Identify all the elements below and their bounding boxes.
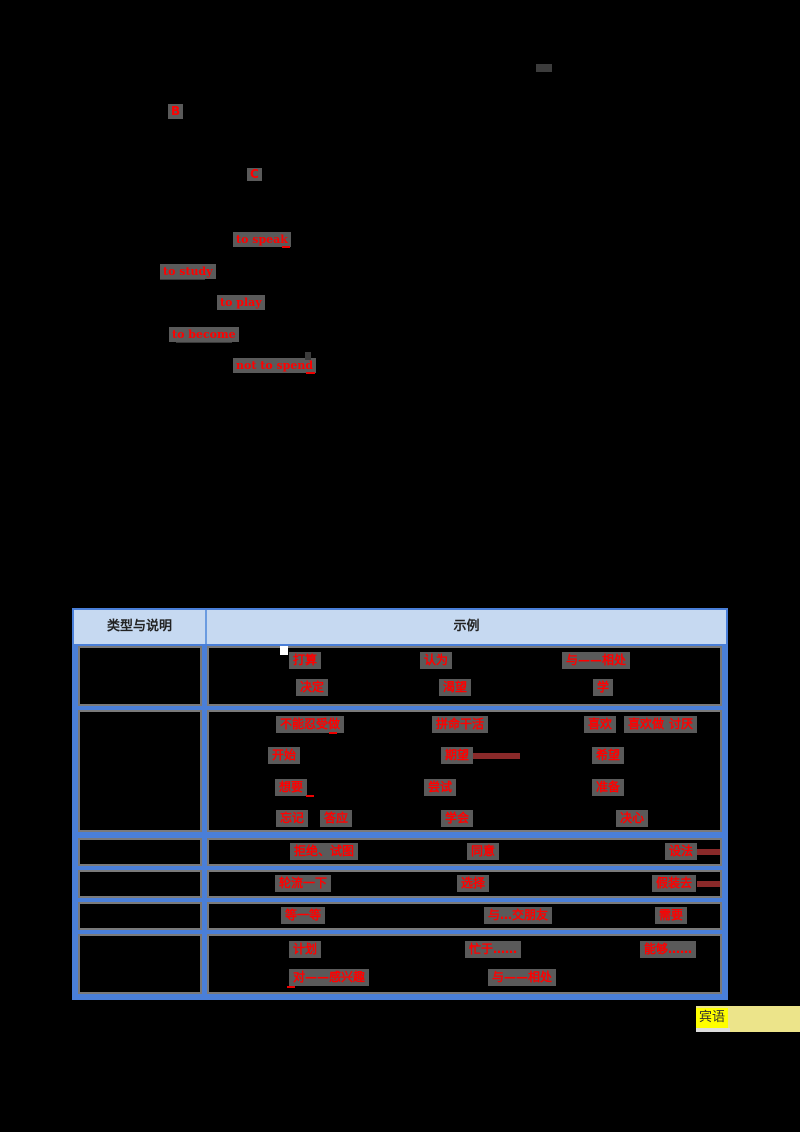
row-4-type-cell [78, 870, 202, 898]
row-3-examples-cell [207, 838, 722, 866]
example-item: 想要 [275, 779, 308, 796]
example-item: 期望 [441, 747, 474, 764]
example-item: 希望 [592, 747, 625, 764]
example-item: 准备 [592, 779, 625, 796]
example-item: 对——感兴趣 [289, 969, 370, 986]
example-item: 与——相处 [488, 969, 557, 986]
table-header [74, 610, 726, 644]
example-item: 打算 [289, 652, 322, 669]
phrase-underline [160, 279, 205, 280]
row-1-examples-cell [207, 646, 722, 706]
header-type: 类型与说明 [106, 619, 172, 634]
example-item: 需要 [655, 907, 688, 924]
phrase-to-become: to become [169, 327, 239, 342]
example-mark [287, 986, 295, 988]
example-item: 假装去 [652, 875, 697, 892]
example-bar [697, 881, 720, 887]
example-item: 拼命干活 [432, 716, 489, 733]
cursor-marker [280, 646, 288, 655]
example-item: 忘记 [276, 810, 309, 827]
phrase-to-study: to study [160, 264, 216, 279]
mark-b: B [168, 104, 184, 119]
example-item: 计划 [289, 941, 322, 958]
example-item: 能够…… [640, 941, 697, 958]
row-6-type-cell [78, 934, 202, 994]
mark-c: C [247, 168, 262, 181]
example-item: 决定 [296, 679, 329, 696]
example-item: 学 [593, 679, 614, 696]
example-item: 设法 [665, 843, 698, 860]
example-item: 渴望 [439, 679, 472, 696]
example-item: 与…交朋友 [484, 907, 553, 924]
example-item: 忙于…… [465, 941, 522, 958]
phrase-underline-mark [306, 372, 315, 374]
phrase-to-speak: to speak [233, 232, 291, 247]
row-1-type-cell [78, 646, 202, 706]
phrase-not-to-spend: not to spend [233, 358, 317, 373]
object-tag-underline [696, 1028, 730, 1032]
example-item: 不能忍受做 [276, 716, 345, 733]
row-5-type-cell [78, 902, 202, 930]
example-item: 喜欢做 [624, 716, 669, 733]
example-item: 与——相处 [562, 652, 631, 669]
example-item: 等一等 [281, 907, 326, 924]
header-examples: 示例 [453, 619, 480, 634]
example-item: 轮流一下 [275, 875, 332, 892]
phrase-underline [176, 342, 232, 343]
header-divider [205, 610, 207, 644]
row-2-type-cell [78, 710, 202, 832]
example-item: 喜欢 [584, 716, 617, 733]
example-item: 认为 [420, 652, 453, 669]
example-item: 尝试 [424, 779, 457, 796]
example-item: 讨厌 [665, 716, 698, 733]
example-item: 学会 [441, 810, 474, 827]
row-3-type-cell [78, 838, 202, 866]
example-bar [697, 849, 720, 855]
example-item: 选择 [457, 875, 490, 892]
example-item: 开始 [268, 747, 301, 764]
object-label: 宾语 [696, 1008, 729, 1028]
example-bar [473, 753, 520, 759]
top-right-tag [536, 64, 552, 72]
object-tag: 宾语 [696, 1006, 800, 1032]
example-item: 决心 [616, 810, 649, 827]
phrase-underline-mark [282, 246, 290, 248]
example-item: 同意 [467, 843, 500, 860]
phrase-to-play: to play [217, 295, 265, 310]
phrase-mark [305, 352, 311, 360]
example-item: 拒绝、试图 [290, 843, 359, 860]
example-mark [329, 732, 337, 734]
example-item: 答应 [320, 810, 353, 827]
example-mark [306, 795, 314, 797]
